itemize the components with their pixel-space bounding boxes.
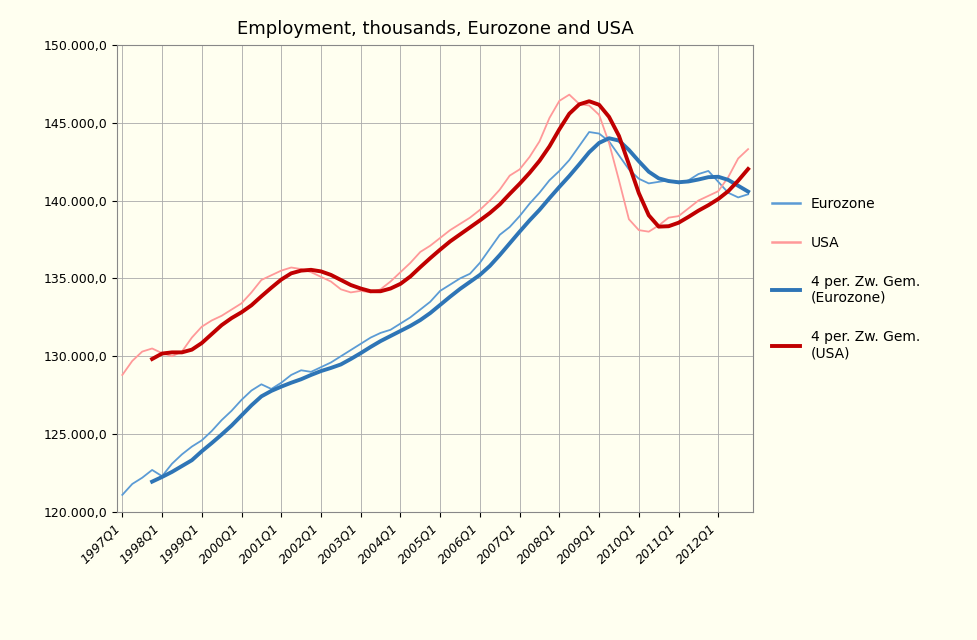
Title: Employment, thousands, Eurozone and USA: Employment, thousands, Eurozone and USA <box>236 20 633 38</box>
Legend: Eurozone, USA, 4 per. Zw. Gem.
(Eurozone), 4 per. Zw. Gem.
(USA): Eurozone, USA, 4 per. Zw. Gem. (Eurozone… <box>766 191 924 365</box>
